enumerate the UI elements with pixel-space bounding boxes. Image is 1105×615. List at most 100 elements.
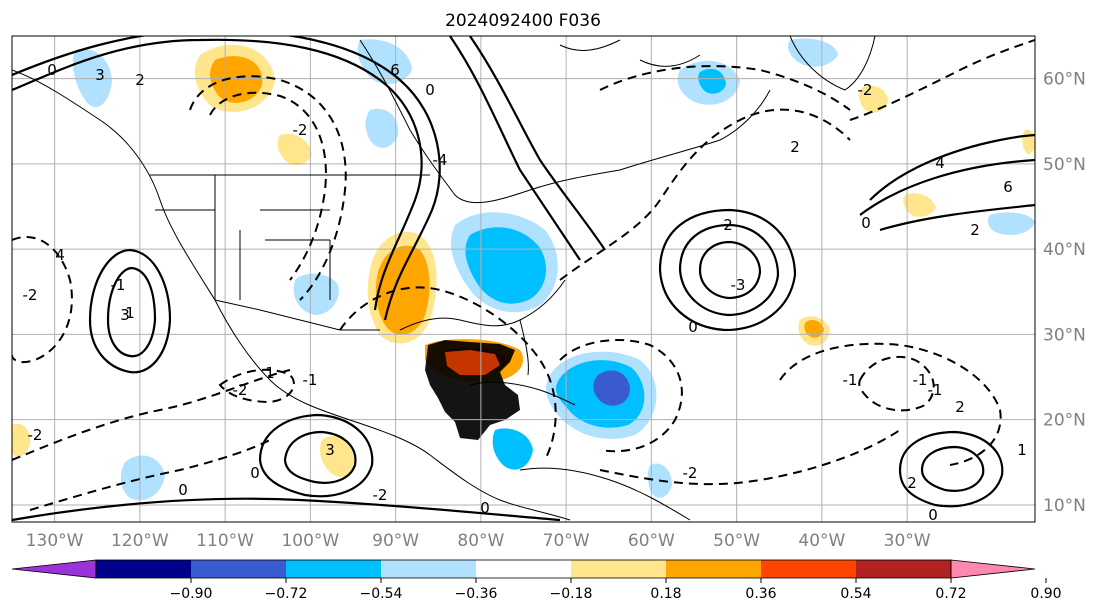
colorbar-tick-label: 0.54 [840, 586, 871, 602]
contour-label: 6 [390, 61, 400, 79]
colorbar-segment [381, 560, 476, 578]
colorbar-frame [95, 559, 952, 579]
lon-label: 80°W [457, 531, 504, 551]
shade-blue-southwest [293, 273, 339, 315]
contour-dashed-pacific [12, 369, 291, 461]
shade-blue-central-am [492, 428, 533, 470]
contour-label: -1 [913, 371, 928, 389]
lon-label: 30°W [884, 531, 931, 551]
colorbar-tick-label: 0.18 [650, 586, 681, 602]
colorbar-tick-label: −0.36 [455, 586, 498, 602]
contour-dashed-south [599, 429, 901, 486]
contour-solid-south-edge [12, 497, 561, 522]
shade-blue-greenland [788, 38, 838, 67]
shade-orange-mid-atl [804, 319, 824, 338]
contour-dashed-mid-atl [779, 342, 1002, 466]
contour-label: -2 [683, 464, 698, 482]
figure-title: 2024092400 F036 [445, 11, 601, 31]
colorbar-extend-high [950, 559, 1036, 579]
contour-label: -2 [28, 426, 43, 444]
contour-dashed-bahamas [559, 339, 683, 453]
masked-region [425, 340, 520, 440]
contour-label: -2 [233, 381, 248, 399]
graticule [12, 36, 1035, 522]
anomaly-shading [12, 38, 1035, 501]
contour-label: 2 [970, 221, 980, 239]
colorbar-tick-label: −0.54 [360, 586, 403, 602]
coast-south-america [519, 467, 691, 521]
shade-blue-nw-coast [73, 48, 112, 108]
contour-label: 0 [861, 214, 871, 232]
shade-orange-nw-core [210, 56, 263, 103]
coast-canada-islands [559, 39, 701, 67]
contour-label: -2 [373, 486, 388, 504]
coast-north-america-west [12, 69, 571, 521]
colorbar-tick-label: 0.90 [1030, 586, 1061, 602]
contour-solid-atl-high-2 [678, 223, 780, 317]
contour-label: -2 [293, 121, 308, 139]
lon-label: 50°W [713, 531, 760, 551]
contour-solid-east-trough [449, 36, 581, 261]
contour-label: 3 [120, 306, 130, 324]
contour-label: 1 [1017, 441, 1027, 459]
contour-dashed-east-trough [559, 108, 851, 281]
shade-yellow-pacific [320, 436, 355, 477]
shade-yellow-nw-canada [277, 133, 312, 166]
shade-blue-canada2 [365, 108, 399, 148]
contour-dashed-west-low [189, 75, 347, 301]
coast-gulf [399, 279, 566, 331]
lat-label: 30°N [1043, 325, 1086, 345]
lat-label: 50°N [1043, 155, 1086, 175]
contour-label: -2 [23, 286, 38, 304]
lon-label: 100°W [281, 531, 339, 551]
lon-label: 130°W [26, 531, 84, 551]
contour-label: 0 [425, 81, 435, 99]
shade-yellow-labrador [859, 85, 888, 113]
contour-label: 2 [790, 138, 800, 156]
lat-label: 40°N [1043, 240, 1086, 260]
contour-label: 2 [955, 398, 965, 416]
contour-label: -2 [858, 81, 873, 99]
contour-label: 6 [1003, 178, 1013, 196]
contour-dashed-west-low-2 [209, 91, 327, 281]
contour-label: -4 [433, 151, 448, 169]
colorbar-tick-label: −0.90 [170, 586, 213, 602]
contour-label: 0 [480, 499, 490, 517]
contour-label: 2 [723, 216, 733, 234]
contour-solid-east-high [898, 430, 1004, 508]
shade-blue-north-atl-core [698, 68, 726, 94]
colorbar-tick-label: 0.72 [935, 586, 966, 602]
contour-label: -3 [731, 276, 746, 294]
shade-yellow-west-edge [12, 423, 31, 457]
contour-solid-west-loop [88, 248, 172, 374]
contour-label: 0 [928, 506, 938, 524]
contour-solid-atl-high-3 [698, 240, 762, 300]
shade-blue-east-core [465, 227, 547, 304]
contours [12, 36, 1035, 522]
colorbar-segment [856, 560, 951, 578]
contour-label: -1 [928, 381, 943, 399]
colorbar-segment [96, 560, 191, 578]
lon-label: 110°W [196, 531, 254, 551]
colorbar-tick-label: −0.72 [265, 586, 308, 602]
lon-label: 60°W [628, 531, 675, 551]
contour-solid-east-trough-2 [469, 36, 606, 251]
contour-solid-nw-ridge [12, 38, 423, 311]
contour-label: -1 [843, 371, 858, 389]
colorbar-extend-low [11, 559, 97, 579]
us-borders [150, 174, 430, 300]
contour-label: -1 [303, 371, 318, 389]
contour-solid-pacific-low [258, 413, 374, 498]
colorbar-segment [571, 560, 666, 578]
contour-dashed-north [599, 65, 851, 111]
colorbar-segment [476, 560, 571, 578]
contour-solid-ne-jet [869, 133, 1035, 201]
contour-solid-nw-ridge-2 [12, 36, 441, 321]
contour-dashed-gulf [339, 286, 557, 461]
colorbar-tick-label: 0.36 [745, 586, 776, 602]
colorbar-segment [761, 560, 856, 578]
contour-label: 1 [265, 364, 275, 382]
